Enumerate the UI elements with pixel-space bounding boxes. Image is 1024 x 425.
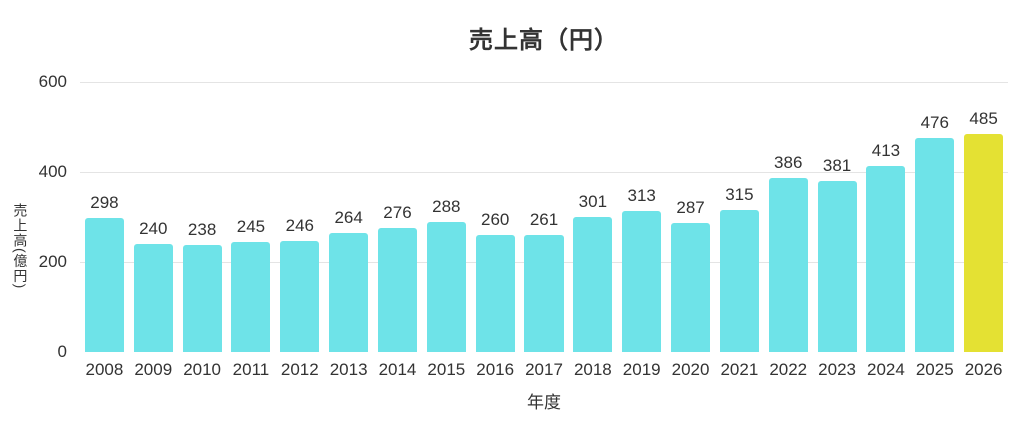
bar-column-2017: 261 2017 xyxy=(520,82,569,379)
chart-title: 売上高（円） xyxy=(469,27,619,54)
x-tick-label-2016: 2016 xyxy=(476,360,515,379)
x-tick-label-2018: 2018 xyxy=(573,360,612,379)
x-tick-label-2022: 2022 xyxy=(769,360,808,379)
y-tick-label-400: 400 xyxy=(38,162,67,181)
bar-value-label-2018: 301 xyxy=(578,191,608,211)
bar-value-label-2020: 287 xyxy=(676,197,705,217)
bar-column-2014: 276 2014 xyxy=(373,82,422,379)
x-axis-label: 年度 xyxy=(527,393,561,412)
bar-column-2010: 238 2010 xyxy=(178,82,227,379)
gridline-600 xyxy=(80,82,1008,83)
bar-column-2008: 298 2008 xyxy=(80,82,129,379)
bar-2018 xyxy=(573,216,613,352)
bar-value-label-2023: 381 xyxy=(822,155,852,175)
bar-value-label-2016: 260 xyxy=(480,210,510,229)
bar-column-2018: 301 2018 xyxy=(568,82,617,379)
bar-column-2012: 246 2012 xyxy=(275,82,324,379)
bar-column-2016: 260 2016 xyxy=(471,82,520,379)
bar-column-2024: 413 2024 xyxy=(862,82,911,379)
bar-column-2025: 476 2025 xyxy=(910,82,959,379)
bar-2016 xyxy=(475,235,515,352)
bar-2019 xyxy=(622,211,662,352)
bar-value-label-2021: 315 xyxy=(725,185,754,205)
x-tick-label-2026: 2026 xyxy=(964,360,1003,379)
bar-2024 xyxy=(866,166,906,352)
bar-column-2021: 315 2021 xyxy=(715,82,764,379)
x-tick-label-2021: 2021 xyxy=(720,360,759,379)
bar-2021 xyxy=(719,210,759,352)
bar-value-label-2014: 276 xyxy=(383,202,412,222)
x-tick-label-2012: 2012 xyxy=(280,360,319,379)
x-tick-label-2011: 2011 xyxy=(232,360,270,379)
y-axis-label: 売上高(億円) xyxy=(12,203,29,290)
x-tick-label-2025: 2025 xyxy=(915,360,954,379)
bar-column-2022: 386 2022 xyxy=(764,82,813,379)
bar-value-label-2013: 264 xyxy=(334,208,363,228)
bar-2012 xyxy=(280,241,320,352)
bar-column-2023: 381 2023 xyxy=(813,82,862,379)
bar-value-label-2022: 386 xyxy=(774,153,803,173)
bar-column-2013: 264 2013 xyxy=(324,82,373,379)
bar-value-label-2010: 238 xyxy=(187,219,217,239)
gridline-400 xyxy=(80,172,1008,173)
bar-2015 xyxy=(426,222,466,352)
x-tick-label-2017: 2017 xyxy=(525,360,563,379)
x-tick-label-2014: 2014 xyxy=(378,360,417,379)
bar-column-2011: 245 2011 xyxy=(227,82,276,379)
bar-column-2015: 288 2015 xyxy=(422,82,471,379)
bar-column-2009: 240 2009 xyxy=(129,82,178,379)
y-tick-label-200: 200 xyxy=(38,252,67,271)
bar-value-label-2019: 313 xyxy=(627,186,656,206)
bar-2010 xyxy=(182,244,222,352)
bar-2017 xyxy=(524,234,564,352)
x-tick-label-2008: 2008 xyxy=(85,360,124,379)
y-tick-label-600: 600 xyxy=(38,72,67,91)
x-tick-label-2015: 2015 xyxy=(427,360,466,379)
bar-value-label-2024: 413 xyxy=(871,141,901,161)
bar-value-label-2026: 485 xyxy=(969,108,998,128)
bar-value-label-2017: 261 xyxy=(529,209,559,229)
bar-value-label-2015: 288 xyxy=(432,197,461,217)
y-tick-label-0: 0 xyxy=(57,342,67,361)
bar-2011 xyxy=(231,241,271,352)
bar-2023 xyxy=(817,180,857,352)
bar-2013 xyxy=(329,233,369,352)
x-tick-label-2010: 2010 xyxy=(183,360,222,379)
bar-value-label-2009: 240 xyxy=(139,219,168,238)
bar-value-label-2012: 246 xyxy=(285,216,314,236)
bar-2014 xyxy=(377,227,418,352)
x-tick-label-2009: 2009 xyxy=(134,360,173,379)
x-tick-label-2024: 2024 xyxy=(867,360,905,379)
x-tick-label-2013: 2013 xyxy=(329,360,368,379)
bar-column-2020: 287 2020 xyxy=(666,82,715,379)
bar-series: 298 2008 240 2009 238 2010 245 2011 246 2012 264 20… xyxy=(80,82,1008,379)
bar-column-2019: 313 2019 xyxy=(617,82,666,379)
bar-2009 xyxy=(133,244,173,352)
bar-2008 xyxy=(84,217,124,352)
bar-2020 xyxy=(671,222,711,352)
bar-value-label-2008: 298 xyxy=(90,192,119,212)
bar-2025 xyxy=(915,137,955,352)
plot-area: 0 200 400 600 298 2008 240 2009 238 2010 245 2011 2… xyxy=(39,72,1008,379)
bar-value-label-2025: 476 xyxy=(920,112,949,132)
bar-value-label-2011: 245 xyxy=(236,216,266,236)
x-tick-label-2020: 2020 xyxy=(671,360,710,379)
x-tick-label-2023: 2023 xyxy=(818,360,856,379)
x-tick-label-2019: 2019 xyxy=(622,360,661,379)
bar-2026 xyxy=(964,133,1004,352)
bar-2022 xyxy=(768,178,808,352)
bar-column-2026: 485 2026 xyxy=(959,82,1008,379)
